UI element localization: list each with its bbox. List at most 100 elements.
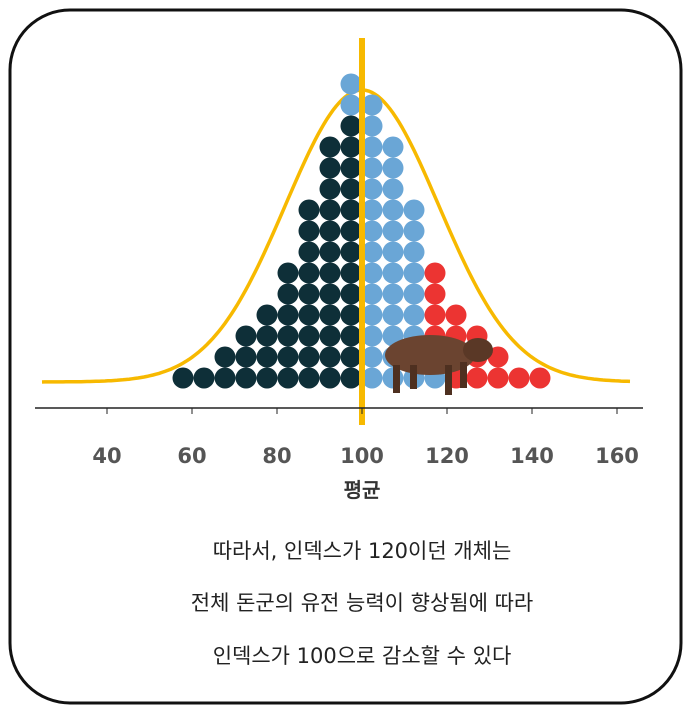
dot <box>340 325 362 347</box>
dot <box>235 325 257 347</box>
dot <box>256 367 278 389</box>
dot <box>424 262 446 284</box>
dot <box>172 367 194 389</box>
ticks: 40 60 80 100 120 140 160 <box>92 408 639 468</box>
tick-label: 160 <box>595 444 639 468</box>
dot <box>298 283 320 305</box>
dot <box>361 262 383 284</box>
dot <box>340 199 362 221</box>
dot <box>403 283 425 305</box>
dot <box>340 73 362 95</box>
dot <box>382 283 404 305</box>
axis-label: 평균 <box>344 478 381 502</box>
dot <box>214 346 236 368</box>
dot <box>319 157 341 179</box>
dot <box>361 304 383 326</box>
dot <box>382 199 404 221</box>
dot <box>382 178 404 200</box>
dot <box>361 157 383 179</box>
dot <box>298 367 320 389</box>
dot <box>235 367 257 389</box>
caption-line: 인덱스가 100으로 감소할 수 있다 <box>213 644 512 668</box>
dot <box>277 325 299 347</box>
tick-label: 60 <box>177 444 206 468</box>
dot <box>256 346 278 368</box>
dot <box>361 115 383 137</box>
dot <box>382 157 404 179</box>
dot <box>361 325 383 347</box>
dot <box>403 304 425 326</box>
dot <box>508 367 530 389</box>
dot <box>403 199 425 221</box>
dot <box>256 325 278 347</box>
dot <box>361 241 383 263</box>
dot <box>319 325 341 347</box>
tick-label: 100 <box>340 444 384 468</box>
tick-label: 40 <box>92 444 121 468</box>
dot <box>340 157 362 179</box>
dot <box>403 220 425 242</box>
dot <box>382 262 404 284</box>
dot <box>424 304 446 326</box>
dot <box>277 283 299 305</box>
pig-leg <box>393 365 400 393</box>
pig-image <box>385 335 493 395</box>
dot <box>403 262 425 284</box>
tick-label: 140 <box>510 444 554 468</box>
dot <box>298 241 320 263</box>
dot <box>382 220 404 242</box>
dot <box>361 283 383 305</box>
tick-label: 80 <box>262 444 291 468</box>
dot <box>340 346 362 368</box>
dot-plot <box>41 38 631 425</box>
pig-leg <box>460 362 467 388</box>
dot <box>340 220 362 242</box>
dot <box>319 346 341 368</box>
dot <box>235 346 257 368</box>
caption-line: 따라서, 인덱스가 120이던 개체는 <box>213 539 512 563</box>
dot <box>340 283 362 305</box>
bell-curve <box>41 88 631 384</box>
dot <box>319 199 341 221</box>
dot <box>319 220 341 242</box>
dot <box>319 367 341 389</box>
dot <box>298 346 320 368</box>
dot <box>445 304 467 326</box>
dot <box>277 262 299 284</box>
dot <box>298 304 320 326</box>
dot <box>319 136 341 158</box>
dot <box>382 136 404 158</box>
dot <box>466 367 488 389</box>
pig-leg <box>410 365 417 389</box>
dot <box>340 262 362 284</box>
dot <box>361 136 383 158</box>
dot <box>340 178 362 200</box>
pig-body <box>385 335 475 375</box>
dot <box>529 367 551 389</box>
dot <box>340 241 362 263</box>
dot <box>424 283 446 305</box>
dot <box>298 199 320 221</box>
dot <box>487 367 509 389</box>
dot <box>214 367 236 389</box>
dot <box>361 367 383 389</box>
dot <box>361 199 383 221</box>
dot <box>277 304 299 326</box>
dot <box>382 304 404 326</box>
dot <box>340 136 362 158</box>
dot <box>340 304 362 326</box>
dot <box>361 178 383 200</box>
dot <box>193 367 215 389</box>
dot <box>319 262 341 284</box>
tick-label: 120 <box>425 444 469 468</box>
dot <box>319 304 341 326</box>
dot <box>256 304 278 326</box>
dot <box>319 283 341 305</box>
pig-head <box>463 338 493 362</box>
dot <box>340 94 362 116</box>
dot <box>298 220 320 242</box>
dot <box>340 367 362 389</box>
dot <box>298 262 320 284</box>
dot <box>361 220 383 242</box>
dot <box>277 367 299 389</box>
